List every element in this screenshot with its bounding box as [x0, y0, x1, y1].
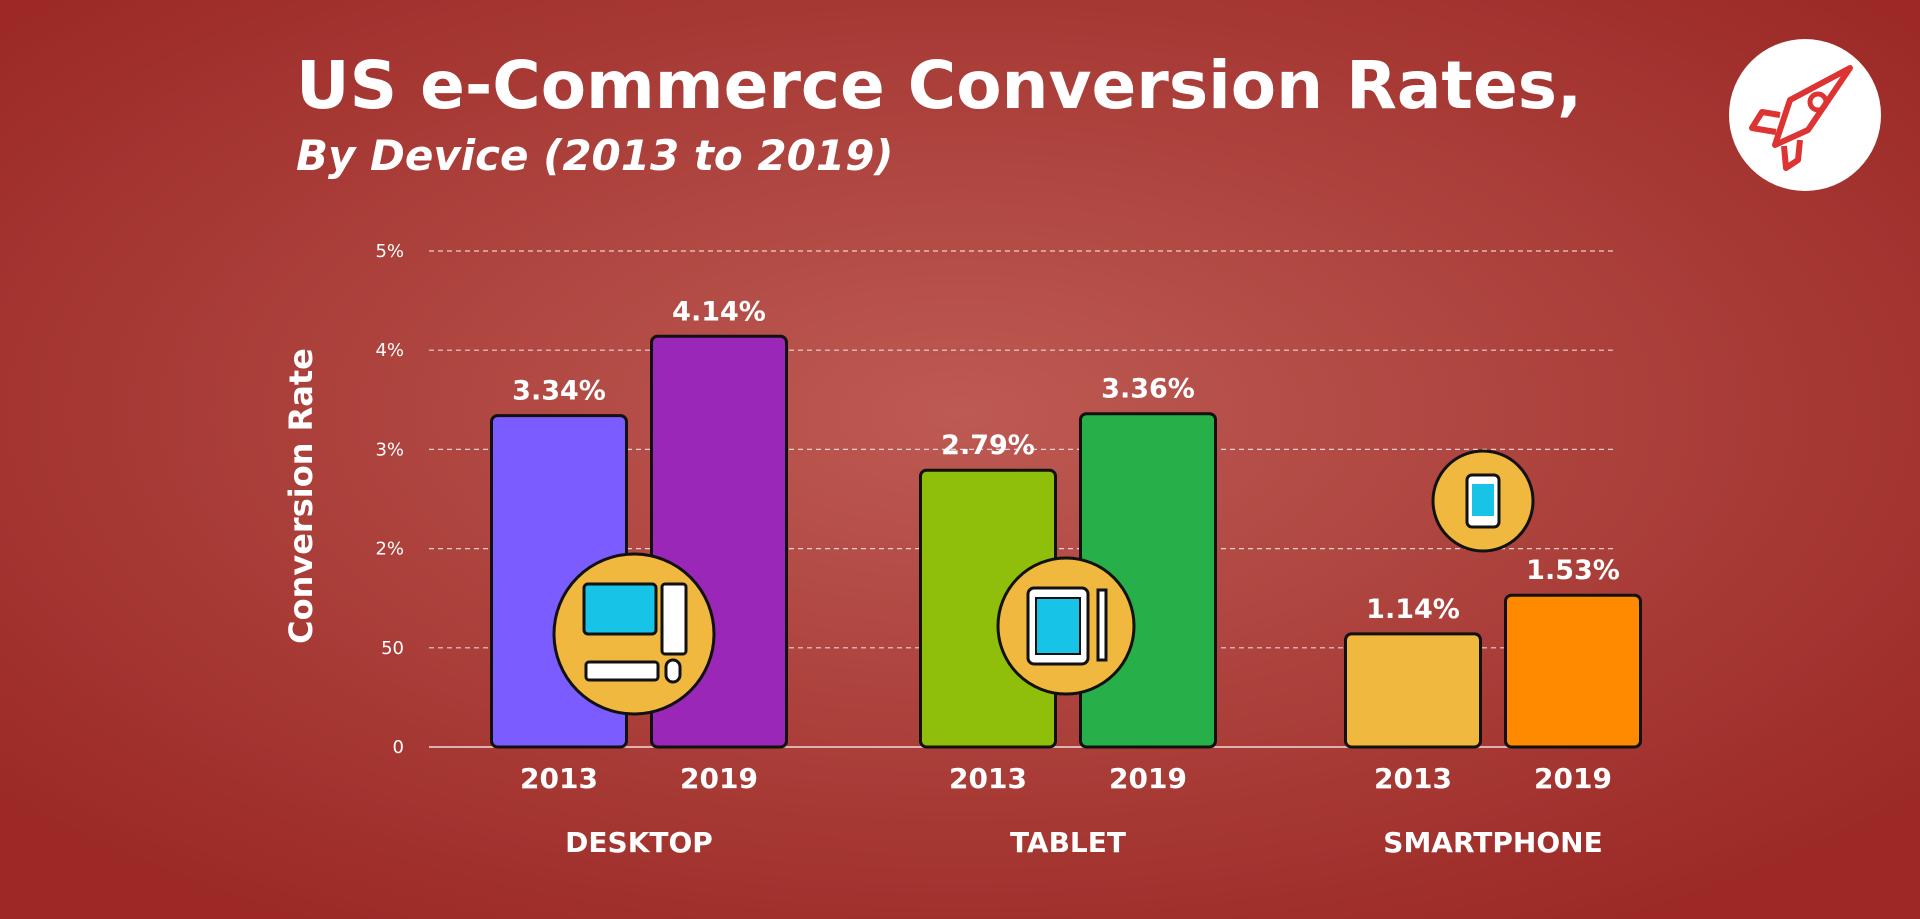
logo	[1729, 39, 1881, 191]
y-tick-label: 3%	[375, 439, 404, 460]
series-label: 2019	[680, 762, 758, 795]
y-tick-label: 0	[393, 737, 404, 758]
value-label: 1.53%	[1526, 555, 1620, 586]
series-label: 2019	[1109, 762, 1187, 795]
series-label: 2013	[1374, 762, 1452, 795]
series-label: 2013	[949, 762, 1027, 795]
y-tick-label: 50	[381, 638, 404, 659]
chart-subtitle: By Device (2013 to 2019)	[296, 131, 894, 180]
series-label: 2013	[520, 762, 598, 795]
category-label: DESKTOP	[565, 826, 713, 859]
value-label: 3.34%	[512, 376, 606, 407]
plot: 0 50 2% 3% 4% 5% DESKTOP 3.34% 2013 4.14% 2019 TABL…	[375, 241, 1642, 859]
series-label: 2019	[1534, 762, 1612, 795]
value-label: 3.36%	[1101, 374, 1195, 405]
tablet-icon	[996, 556, 1136, 696]
category-label: SMARTPHONE	[1383, 826, 1602, 859]
bar	[1344, 632, 1482, 749]
y-tick-label: 2%	[375, 539, 404, 560]
y-tick-label: 4%	[375, 340, 404, 361]
y-tick-label: 5%	[375, 241, 404, 262]
desktop-icon	[552, 552, 716, 716]
chart-title: US e-Commerce Conversion Rates,	[296, 47, 1582, 124]
y-axis-title: Conversion Rate	[282, 348, 320, 644]
value-label: 1.14%	[1366, 594, 1460, 625]
category-label: TABLET	[1010, 826, 1126, 859]
value-label: 2.79%	[941, 430, 1035, 461]
smartphone-icon	[1431, 449, 1535, 553]
bar	[1504, 593, 1642, 749]
value-label: 4.14%	[672, 296, 766, 327]
